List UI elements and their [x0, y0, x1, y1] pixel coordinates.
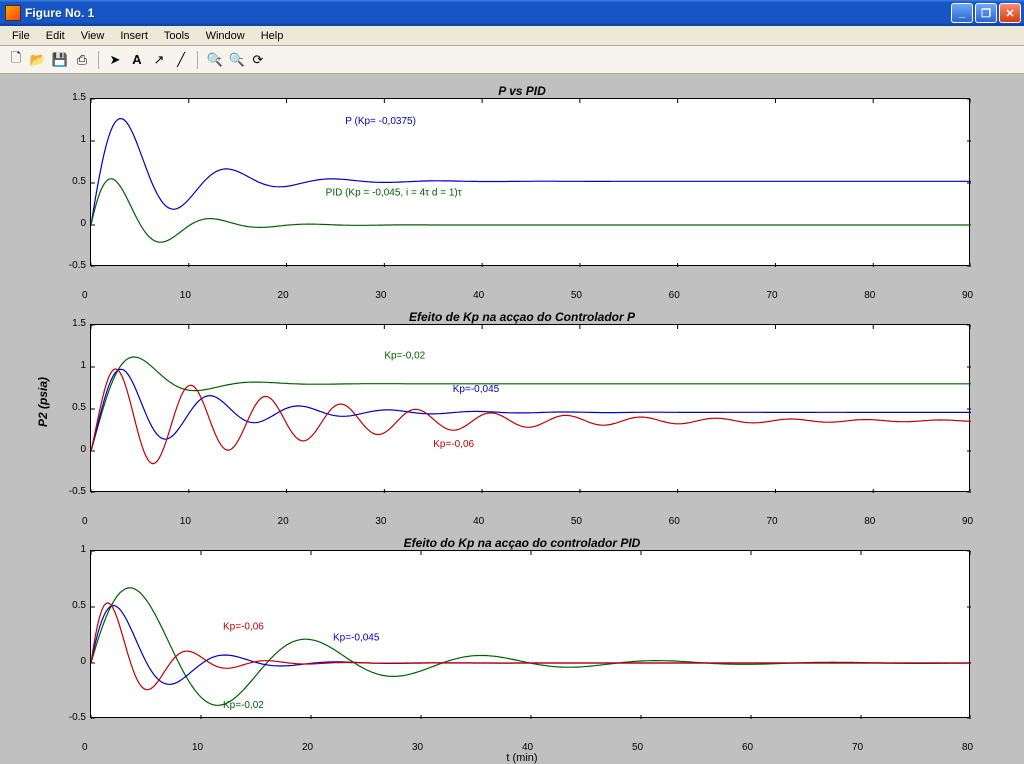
series-label: P (Kp= -0,0375)	[345, 116, 416, 127]
subplot: Kp=-0,02 Kp=-0,045 Kp=-0,06	[90, 550, 970, 718]
series-line	[91, 369, 971, 464]
figure-area: P2 (psia) P vs PID -0.5 0 0.5 1 1.5 P (Kp= -0,…	[0, 74, 1024, 730]
x-tick-label: 20	[278, 290, 289, 301]
menu-file[interactable]: File	[4, 28, 38, 44]
x-tick-label: 20	[278, 516, 289, 527]
minimize-button[interactable]: _	[951, 3, 973, 23]
y-tick-label: -0.5	[69, 486, 86, 497]
series-label: Kp=-0,06	[433, 439, 474, 450]
y-tick-label: 1	[80, 360, 86, 371]
rotate-icon[interactable]: ⟳	[248, 50, 268, 70]
y-tick-label: 0.5	[72, 600, 86, 611]
menu-window[interactable]: Window	[198, 28, 253, 44]
series-label: Kp=-0,045	[333, 633, 380, 644]
series-line	[91, 603, 971, 690]
subplot: Kp=-0,02 Kp=-0,045 Kp=-0,06	[90, 324, 970, 492]
subplot: P (Kp= -0,0375) PID (Kp = -0,045, i = 4τ …	[90, 98, 970, 266]
y-tick-label: 0.5	[72, 176, 86, 187]
menu-edit[interactable]: Edit	[38, 28, 73, 44]
menu-insert[interactable]: Insert	[112, 28, 156, 44]
x-tick-label: 60	[669, 290, 680, 301]
toolbar-separator	[197, 51, 198, 69]
figure-ylabel: P2 (psia)	[36, 377, 50, 427]
menu-help[interactable]: Help	[253, 28, 292, 44]
y-tick-label: -0.5	[69, 260, 86, 271]
y-tick-label: 1	[80, 544, 86, 555]
x-tick-label: 10	[180, 516, 191, 527]
x-tick-label: 30	[375, 290, 386, 301]
x-tick-label: 50	[571, 516, 582, 527]
window-controls: _ ❐ ✕	[951, 3, 1021, 23]
series-line	[91, 119, 971, 225]
series-line	[91, 588, 971, 706]
toolbar: 🗋 📂 💾 ⎙ ➤ A ↗ ╱ 🔍+ 🔍− ⟳	[0, 46, 1024, 74]
text-icon[interactable]: A	[127, 50, 147, 70]
x-tick-label: 40	[473, 290, 484, 301]
window-titlebar: Figure No. 1 _ ❐ ✕	[0, 0, 1024, 26]
open-icon[interactable]: 📂	[28, 50, 48, 70]
print-icon[interactable]: ⎙	[72, 50, 92, 70]
y-tick-label: 0	[80, 656, 86, 667]
x-tick-label: 10	[180, 290, 191, 301]
app-icon	[5, 5, 21, 21]
pointer-icon[interactable]: ➤	[105, 50, 125, 70]
x-tick-label: 20	[302, 742, 313, 753]
menu-view[interactable]: View	[73, 28, 113, 44]
subplot-title: P vs PID	[60, 84, 984, 98]
y-tick-label: 0.5	[72, 402, 86, 413]
x-tick-label: 80	[962, 742, 973, 753]
maximize-button[interactable]: ❐	[975, 3, 997, 23]
x-tick-label: 30	[412, 742, 423, 753]
series-line	[91, 606, 971, 685]
series-label: Kp=-0,045	[453, 384, 500, 395]
x-tick-label: 90	[962, 516, 973, 527]
series-label: Kp=-0,06	[223, 621, 264, 632]
subplot-title: Efeito de Kp na acçao do Controlador P	[60, 310, 984, 324]
y-tick-label: 1	[80, 134, 86, 145]
toolbar-separator	[98, 51, 99, 69]
series-label: Kp=-0,02	[223, 700, 264, 711]
x-tick-label: 80	[864, 290, 875, 301]
series-line	[91, 179, 971, 243]
series-label: PID (Kp = -0,045, i = 4τ d = 1)τ	[326, 188, 462, 199]
series-line	[91, 357, 971, 451]
x-tick-label: 70	[766, 290, 777, 301]
window-title: Figure No. 1	[25, 6, 951, 20]
menu-tools[interactable]: Tools	[156, 28, 198, 44]
x-tick-label: 50	[571, 290, 582, 301]
line-icon[interactable]: ╱	[171, 50, 191, 70]
zoom-in-icon[interactable]: 🔍+	[204, 50, 224, 70]
y-tick-label: 1.5	[72, 318, 86, 329]
x-tick-label: 40	[473, 516, 484, 527]
x-tick-label: 30	[375, 516, 386, 527]
save-icon[interactable]: 💾	[50, 50, 70, 70]
y-tick-label: 0	[80, 444, 86, 455]
x-tick-label: 50	[632, 742, 643, 753]
zoom-out-icon[interactable]: 🔍−	[226, 50, 246, 70]
close-button[interactable]: ✕	[999, 3, 1021, 23]
y-tick-label: 0	[80, 218, 86, 229]
x-tick-label: 70	[852, 742, 863, 753]
x-tick-label: 0	[82, 742, 88, 753]
subplot-title: Efeito do Kp na acçao do controlador PID	[60, 536, 984, 550]
new-icon[interactable]: 🗋	[6, 50, 26, 70]
x-tick-label: 70	[766, 516, 777, 527]
series-line	[91, 369, 971, 451]
y-tick-label: -0.5	[69, 712, 86, 723]
x-tick-label: 0	[82, 290, 88, 301]
y-tick-label: 1.5	[72, 92, 86, 103]
x-tick-label: 80	[864, 516, 875, 527]
x-tick-label: 10	[192, 742, 203, 753]
arrow-icon[interactable]: ↗	[149, 50, 169, 70]
x-tick-label: 90	[962, 290, 973, 301]
menubar: File Edit View Insert Tools Window Help	[0, 26, 1024, 46]
series-label: Kp=-0,02	[384, 351, 425, 362]
x-tick-label: 60	[669, 516, 680, 527]
x-tick-label: 0	[82, 516, 88, 527]
x-tick-label: 60	[742, 742, 753, 753]
x-tick-label: 40	[522, 742, 533, 753]
